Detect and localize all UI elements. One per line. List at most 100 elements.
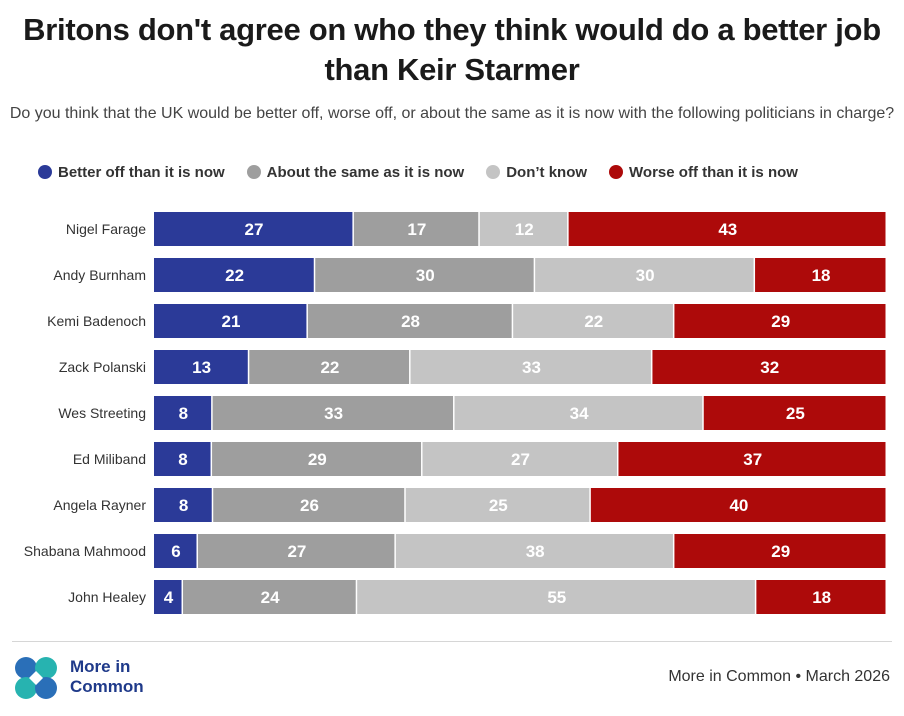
bar-john-healey-series-2	[357, 580, 755, 614]
bar-ed-miliband-series-2	[422, 442, 617, 476]
legend-item-better: Better off than it is now	[38, 164, 225, 181]
data-label-andy-burnham-series-3: 18	[812, 266, 831, 285]
data-label-wes-streeting-series-2: 34	[570, 404, 589, 423]
data-label-john-healey-series-2: 55	[547, 588, 566, 607]
legend-swatch-better	[38, 165, 52, 179]
logo-line-2: Common	[70, 677, 144, 696]
data-label-angela-rayner-series-2: 25	[489, 496, 508, 515]
data-label-wes-streeting-series-0: 8	[179, 404, 188, 423]
category-label-kemi-badenoch: Kemi Badenoch	[47, 313, 146, 329]
chart-subtitle: Do you think that the UK would be better…	[9, 105, 895, 122]
data-label-kemi-badenoch-series-2: 22	[584, 312, 603, 331]
bar-nigel-farage-series-3	[568, 212, 886, 246]
bar-kemi-badenoch-series-0	[154, 304, 307, 338]
bar-zack-polanski-series-1	[249, 350, 410, 384]
data-label-zack-polanski-series-2: 33	[522, 358, 541, 377]
data-label-shabana-mahmood-series-2: 38	[526, 542, 545, 561]
bar-john-healey-series-0	[154, 580, 182, 614]
bar-andy-burnham-series-1	[315, 258, 534, 292]
chart-legend: Better off than it is now About the same…	[38, 162, 898, 182]
bar-zack-polanski-series-2	[410, 350, 651, 384]
category-label-john-healey: John Healey	[68, 589, 146, 605]
footer-divider	[12, 641, 892, 642]
data-label-ed-miliband-series-1: 29	[308, 450, 327, 469]
data-label-wes-streeting-series-3: 25	[786, 404, 805, 423]
bar-angela-rayner-series-1	[213, 488, 405, 522]
legend-label-same: About the same as it is now	[266, 163, 465, 181]
data-label-john-healey-series-0: 4	[164, 588, 174, 607]
data-label-angela-rayner-series-0: 8	[179, 496, 188, 515]
bar-wes-streeting-series-1	[212, 396, 454, 430]
chart-title: Britons don't agree on who they think wo…	[23, 12, 881, 87]
bar-kemi-badenoch-series-1	[307, 304, 512, 338]
logo-line-1: More in	[70, 657, 131, 676]
bar-angela-rayner-series-0	[154, 488, 212, 522]
data-label-shabana-mahmood-series-0: 6	[171, 542, 180, 561]
data-label-nigel-farage-series-0: 27	[244, 220, 263, 239]
bar-kemi-badenoch-series-2	[513, 304, 673, 338]
bar-andy-burnham-series-3	[755, 258, 886, 292]
legend-swatch-worse	[609, 165, 624, 179]
data-label-nigel-farage-series-2: 12	[515, 220, 534, 239]
data-label-kemi-badenoch-series-0: 21	[222, 312, 241, 331]
legend-item-same: About the same as it is now	[246, 163, 465, 181]
bar-kemi-badenoch-series-3	[674, 304, 886, 338]
bar-andy-burnham-series-0	[154, 258, 314, 292]
legend-label-dont-know: Don’t know	[506, 163, 588, 181]
data-label-andy-burnham-series-2: 30	[636, 266, 655, 285]
category-label-ed-miliband: Ed Miliband	[73, 451, 146, 467]
category-label-shabana-mahmood: Shabana Mahmood	[24, 543, 146, 559]
data-label-kemi-badenoch-series-3: 29	[771, 312, 790, 331]
bar-zack-polanski-series-0	[154, 350, 248, 384]
bar-angela-rayner-series-3	[590, 488, 886, 522]
data-label-wes-streeting-series-1: 33	[324, 404, 343, 423]
bar-ed-miliband-series-1	[212, 442, 422, 476]
bar-john-healey-series-3	[756, 580, 886, 614]
data-label-nigel-farage-series-3: 43	[718, 220, 737, 239]
more-in-common-logo-icon	[15, 657, 57, 699]
bar-wes-streeting-series-2	[454, 396, 703, 430]
data-label-ed-miliband-series-3: 37	[743, 450, 762, 469]
legend-swatch-same	[246, 165, 261, 179]
legend-swatch-dont-know	[486, 165, 501, 179]
category-label-zack-polanski: Zack Polanski	[59, 359, 146, 375]
bar-nigel-farage-series-2	[479, 212, 568, 246]
category-label-angela-rayner: Angela Rayner	[53, 497, 146, 513]
bar-shabana-mahmood-series-2	[395, 534, 673, 568]
bar-shabana-mahmood-series-0	[154, 534, 197, 568]
bar-john-healey-series-1	[183, 580, 356, 614]
data-label-john-healey-series-1: 24	[261, 588, 280, 607]
legend-label-worse: Worse off than it is now	[629, 163, 798, 181]
data-label-zack-polanski-series-3: 32	[760, 358, 779, 377]
legend-item-worse: Worse off than it is now	[609, 164, 798, 181]
legend-label-better: Better off than it is now	[58, 163, 225, 181]
source-note: More in Common • March 2026	[668, 668, 890, 685]
data-label-john-healey-series-3: 18	[812, 588, 831, 607]
bar-ed-miliband-series-3	[618, 442, 886, 476]
bar-andy-burnham-series-2	[535, 258, 754, 292]
bar-shabana-mahmood-series-3	[674, 534, 886, 568]
data-label-kemi-badenoch-series-1: 28	[401, 312, 420, 331]
data-label-zack-polanski-series-0: 13	[192, 358, 211, 377]
bar-wes-streeting-series-3	[703, 396, 886, 430]
bar-nigel-farage-series-0	[154, 212, 353, 246]
logo-wordmark: More in Common	[70, 657, 144, 697]
category-label-andy-burnham: Andy Burnham	[53, 267, 146, 283]
stacked-bar-chart: Nigel Farage 27 17 12 43 Andy Burnham 22 30 30 18…	[24, 212, 886, 614]
category-label-wes-streeting: Wes Streeting	[58, 405, 146, 421]
bar-zack-polanski-series-3	[652, 350, 886, 384]
data-label-angela-rayner-series-1: 26	[300, 496, 319, 515]
category-label-nigel-farage: Nigel Farage	[66, 221, 146, 237]
bar-angela-rayner-series-2	[405, 488, 590, 522]
data-label-andy-burnham-series-0: 22	[225, 266, 244, 285]
bar-nigel-farage-series-1	[353, 212, 479, 246]
data-label-shabana-mahmood-series-1: 27	[287, 542, 306, 561]
data-label-zack-polanski-series-1: 22	[320, 358, 339, 377]
data-label-andy-burnham-series-1: 30	[416, 266, 435, 285]
data-label-ed-miliband-series-0: 8	[178, 450, 187, 469]
data-label-nigel-farage-series-1: 17	[407, 220, 426, 239]
bar-shabana-mahmood-series-1	[197, 534, 395, 568]
data-label-angela-rayner-series-3: 40	[729, 496, 748, 515]
bar-wes-streeting-series-0	[154, 396, 212, 430]
bar-ed-miliband-series-0	[154, 442, 211, 476]
